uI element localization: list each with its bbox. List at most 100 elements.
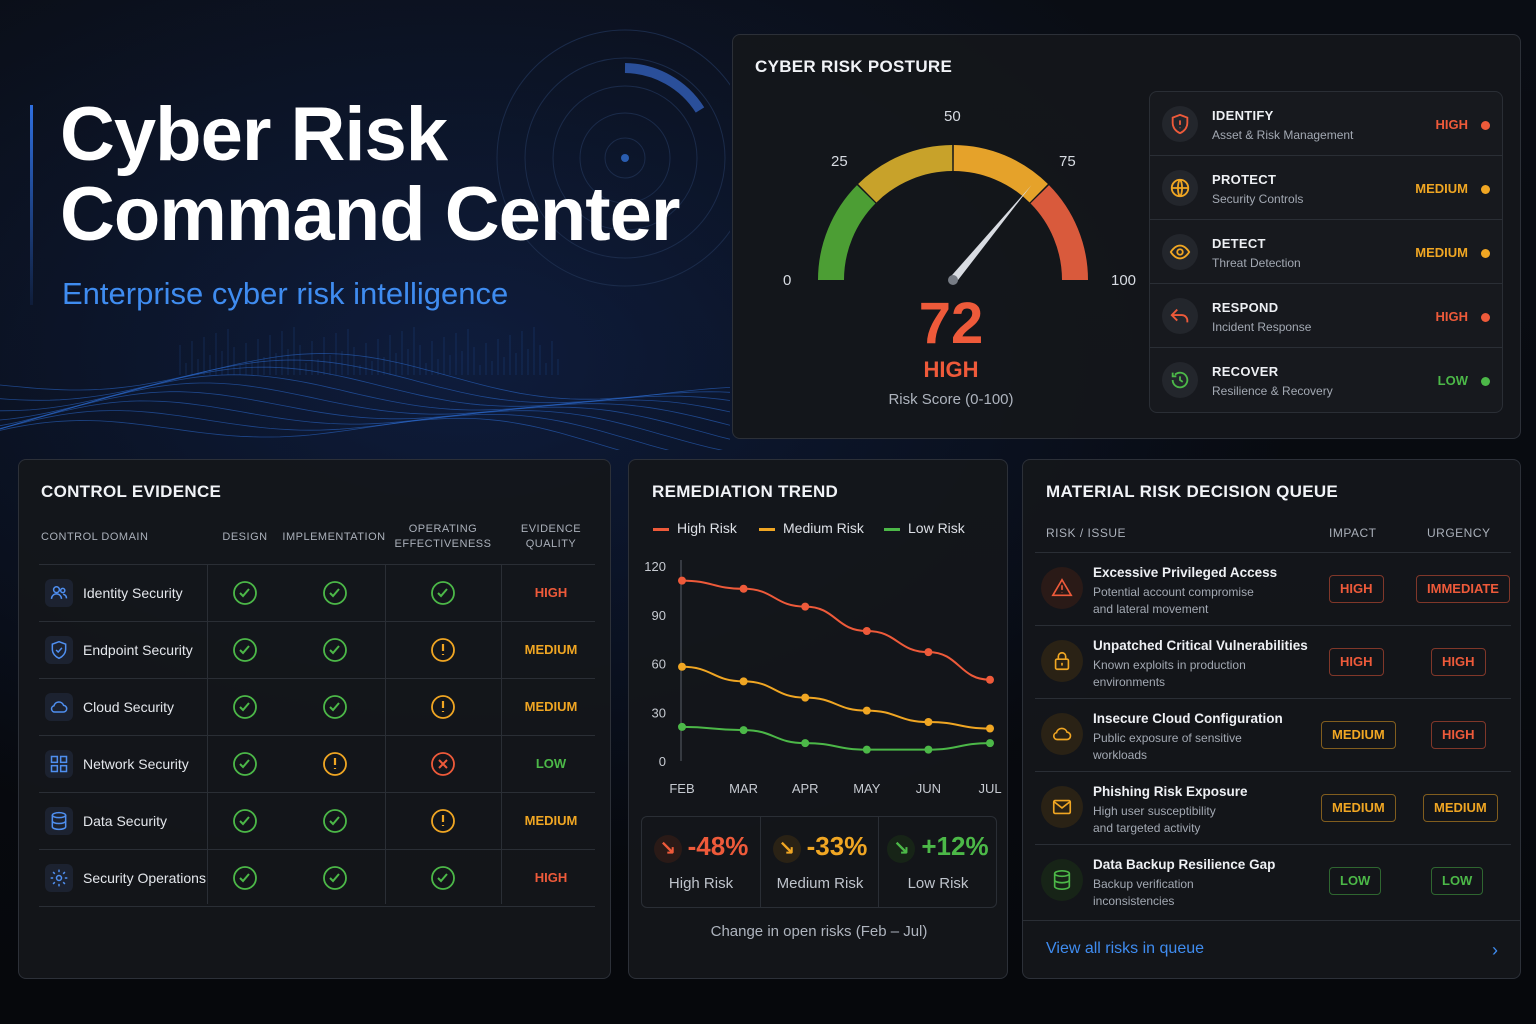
gauge-label-75: 75 <box>1059 153 1076 170</box>
control-row[interactable]: Endpoint Security MEDIUM <box>39 621 595 678</box>
data-point <box>739 584 748 593</box>
hero-decoration <box>0 29 730 450</box>
trend-chart: 0 30 60 90 120 FEB MAR APR MAY JUN JUL <box>644 559 1001 796</box>
evidence-quality: MEDIUM <box>524 813 578 828</box>
divider <box>1023 920 1520 921</box>
urgency-badge: HIGH <box>1431 648 1486 676</box>
x-tick-label: MAY <box>853 781 881 796</box>
check-circle-icon <box>233 866 257 890</box>
implementation-status <box>322 694 348 720</box>
queue-row[interactable]: Phishing Risk Exposure High user suscepti… <box>1035 771 1511 844</box>
risk-description: Potential account compromise and lateral … <box>1093 585 1254 616</box>
y-tick-label: 90 <box>652 608 666 623</box>
urgency-badge: LOW <box>1431 867 1484 895</box>
control-row[interactable]: Security Operations HIGH <box>39 849 595 906</box>
legend-high: High Risk <box>653 520 737 536</box>
data-point <box>986 724 994 733</box>
trend-stats: ↘ -48% High Risk ↘ -33% Medium Risk ↘ +12% … <box>641 816 997 908</box>
check-circle-icon <box>323 866 347 890</box>
stat-high: ↘ -48% High Risk <box>642 817 760 907</box>
x-tick-label: JUL <box>978 781 1001 796</box>
series-line-0 <box>681 579 991 681</box>
y-tick-label: 60 <box>652 657 666 672</box>
function-row-respond[interactable]: RESPOND Incident Response HIGH <box>1150 284 1502 348</box>
risk-title: Excessive Privileged Access <box>1093 565 1278 580</box>
queue-row[interactable]: Data Backup Resilience Gap Backup verific… <box>1035 844 1511 917</box>
impact-badge: HIGH <box>1329 575 1384 603</box>
column-header-quality: EVIDENCE QUALITY <box>520 523 582 550</box>
data-point <box>801 602 810 611</box>
function-name: RECOVER <box>1212 364 1279 379</box>
lock-icon <box>1041 640 1083 682</box>
control-domain-name: Identity Security <box>83 585 183 601</box>
data-point <box>986 675 994 684</box>
gauge-segment <box>1030 185 1088 280</box>
queue-row[interactable]: Unpatched Critical Vulnerabilities Known … <box>1035 625 1511 698</box>
risk-description: High user susceptibility and targeted act… <box>1093 804 1216 835</box>
function-row-recover[interactable]: RECOVER Resilience & Recovery LOW <box>1150 348 1502 412</box>
shield-check-icon <box>45 636 73 664</box>
evidence-quality: MEDIUM <box>524 642 578 657</box>
legend-medium: Medium Risk <box>759 520 864 536</box>
check-circle-icon <box>431 866 455 890</box>
check-circle-icon <box>431 581 455 605</box>
impact-badge: MEDIUM <box>1321 794 1396 822</box>
control-row[interactable]: Identity Security HIGH <box>39 564 595 621</box>
function-desc: Threat Detection <box>1212 256 1301 270</box>
operating-status <box>430 751 456 777</box>
risk-score-value: 72 <box>918 291 984 356</box>
chevron-right-icon[interactable]: › <box>1492 940 1498 960</box>
data-point <box>678 662 686 671</box>
gauge-segment <box>818 185 876 280</box>
queue-row[interactable]: Excessive Privileged Access Potential acc… <box>1035 552 1511 625</box>
gauge-label-50: 50 <box>944 108 961 125</box>
check-circle-icon <box>233 638 257 662</box>
clock-restore-icon <box>1162 362 1198 398</box>
series-line-2 <box>681 725 991 751</box>
queue-row[interactable]: Insecure Cloud Configuration Public expos… <box>1035 698 1511 771</box>
data-point <box>801 739 810 748</box>
stat-low-label: Low Risk <box>907 875 969 892</box>
function-level: LOW <box>1437 373 1468 388</box>
check-circle-icon <box>233 581 257 605</box>
x-tick-label: MAR <box>729 781 758 796</box>
gauge-label-25: 25 <box>831 153 848 170</box>
database-icon <box>1041 859 1083 901</box>
function-row-protect[interactable]: PROTECT Security Controls MEDIUM <box>1150 156 1502 220</box>
level-dot <box>1481 377 1490 386</box>
x-tick-label: FEB <box>669 781 694 796</box>
data-point <box>678 576 686 585</box>
design-status <box>232 751 258 777</box>
column-header-impact: IMPACT <box>1329 526 1377 540</box>
operating-status <box>430 808 456 834</box>
stat-low: ↘ +12% Low Risk <box>878 817 996 907</box>
design-status <box>232 694 258 720</box>
function-list: IDENTIFY Asset & Risk Management HIGH PR… <box>1149 91 1503 413</box>
gauge-segment <box>858 145 953 203</box>
hero-accent-bar <box>30 105 33 305</box>
implementation-status <box>322 808 348 834</box>
control-row[interactable]: Cloud Security MEDIUM <box>39 678 595 735</box>
divider <box>207 564 208 904</box>
cloud-icon <box>45 693 73 721</box>
gauge-label-0: 0 <box>783 272 792 289</box>
x-tick-label: APR <box>792 781 819 796</box>
control-evidence-panel: CONTROL EVIDENCE CONTROL DOMAIN DESIGN I… <box>18 459 611 979</box>
urgency-badge: MEDIUM <box>1423 794 1498 822</box>
control-row[interactable]: Data Security MEDIUM <box>39 792 595 849</box>
risk-score-caption: Risk Score (0-100) <box>888 391 1014 408</box>
view-all-risks-link[interactable]: View all risks in queue <box>1046 940 1205 957</box>
data-point <box>924 718 933 726</box>
gauge-label-100: 100 <box>1111 272 1137 289</box>
level-dot <box>1481 121 1490 130</box>
stat-medium: ↘ -33% Medium Risk <box>760 817 878 907</box>
column-header-domain: CONTROL DOMAIN <box>41 531 149 543</box>
level-dot <box>1481 185 1490 194</box>
function-row-identify[interactable]: IDENTIFY Asset & Risk Management HIGH <box>1150 92 1502 156</box>
function-row-detect[interactable]: DETECT Threat Detection MEDIUM <box>1150 220 1502 284</box>
control-row[interactable]: Network Security LOW <box>39 735 595 792</box>
level-dot <box>1481 313 1490 322</box>
evidence-quality: LOW <box>535 756 567 771</box>
check-circle-icon <box>323 581 347 605</box>
trend-caption: Change in open risks (Feb – Jul) <box>710 923 928 940</box>
